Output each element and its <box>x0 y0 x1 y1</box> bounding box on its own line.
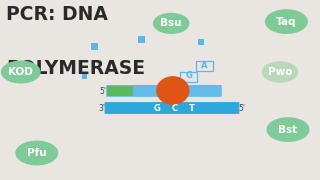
Text: POLYMERASE: POLYMERASE <box>6 59 145 78</box>
Text: G: G <box>153 104 160 113</box>
Text: PCR: DNA: PCR: DNA <box>6 5 108 24</box>
Text: 5': 5' <box>99 87 106 96</box>
Circle shape <box>2 61 40 83</box>
Text: KOD: KOD <box>8 67 33 77</box>
Bar <box>138 36 145 43</box>
Circle shape <box>267 118 309 141</box>
Text: Pfu: Pfu <box>27 148 47 158</box>
Text: 3': 3' <box>98 104 105 113</box>
FancyBboxPatch shape <box>106 85 222 97</box>
Circle shape <box>154 14 189 33</box>
Text: Pwo: Pwo <box>268 67 292 77</box>
Bar <box>198 39 204 45</box>
Bar <box>107 86 133 96</box>
Circle shape <box>262 62 298 82</box>
Text: C: C <box>171 104 178 113</box>
Text: Bst: Bst <box>278 125 298 135</box>
Text: Bsu: Bsu <box>160 18 182 28</box>
Text: T: T <box>189 104 195 113</box>
Text: G: G <box>185 71 192 80</box>
Text: A: A <box>201 61 207 70</box>
Circle shape <box>266 10 307 33</box>
Text: Taq: Taq <box>276 17 297 27</box>
Text: 5': 5' <box>239 104 246 113</box>
Bar <box>91 43 98 50</box>
Bar <box>82 73 87 79</box>
Ellipse shape <box>156 76 189 105</box>
Circle shape <box>16 141 58 165</box>
FancyBboxPatch shape <box>105 102 239 114</box>
